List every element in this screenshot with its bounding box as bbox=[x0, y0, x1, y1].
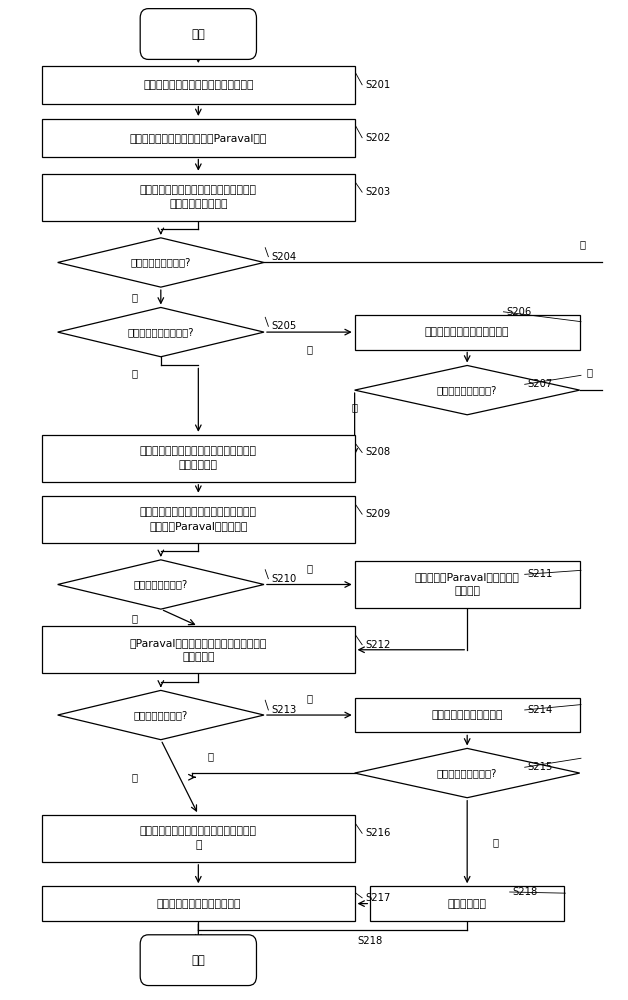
Text: S217: S217 bbox=[365, 893, 391, 903]
Text: 存在帧后处理事件?: 存在帧后处理事件? bbox=[134, 710, 188, 720]
FancyBboxPatch shape bbox=[42, 886, 355, 921]
Polygon shape bbox=[58, 560, 264, 609]
Text: 是: 是 bbox=[208, 751, 214, 761]
Text: 结束: 结束 bbox=[192, 954, 205, 967]
Text: 从第一功能对象中读取发送帧所需参数的
参数描述信息: 从第一功能对象中读取发送帧所需参数的 参数描述信息 bbox=[140, 446, 257, 470]
Polygon shape bbox=[58, 307, 264, 357]
FancyBboxPatch shape bbox=[355, 315, 580, 350]
Polygon shape bbox=[58, 238, 264, 287]
Text: 开始: 开始 bbox=[192, 28, 205, 41]
Text: S206: S206 bbox=[507, 307, 532, 317]
Polygon shape bbox=[58, 690, 264, 740]
Text: 否: 否 bbox=[131, 613, 137, 623]
Text: S216: S216 bbox=[365, 828, 391, 838]
FancyBboxPatch shape bbox=[42, 435, 355, 482]
Text: S202: S202 bbox=[365, 133, 391, 143]
Text: 否: 否 bbox=[131, 368, 137, 378]
Text: S214: S214 bbox=[528, 705, 553, 715]
Text: 对查找到的Paraval对象的数据
进行更新: 对查找到的Paraval对象的数据 进行更新 bbox=[414, 572, 519, 596]
Text: S215: S215 bbox=[528, 762, 553, 772]
Text: 返回错误信息: 返回错误信息 bbox=[448, 899, 487, 909]
Text: S204: S204 bbox=[271, 252, 296, 262]
Text: 存在特殊处理事件?: 存在特殊处理事件? bbox=[134, 579, 188, 589]
FancyBboxPatch shape bbox=[42, 66, 355, 104]
Text: 是: 是 bbox=[352, 402, 357, 412]
Text: 预处理操作执行成功?: 预处理操作执行成功? bbox=[437, 385, 497, 395]
FancyBboxPatch shape bbox=[140, 935, 256, 986]
Text: 是: 是 bbox=[306, 563, 312, 573]
Text: 根据发送帧所需参数映射生成Paraval对象: 根据发送帧所需参数映射生成Paraval对象 bbox=[129, 133, 267, 143]
FancyBboxPatch shape bbox=[42, 174, 355, 221]
FancyBboxPatch shape bbox=[42, 496, 355, 543]
Text: 是: 是 bbox=[306, 693, 312, 703]
Text: 后处理操作执行成功?: 后处理操作执行成功? bbox=[437, 768, 497, 778]
FancyBboxPatch shape bbox=[371, 886, 564, 921]
Text: S208: S208 bbox=[365, 447, 391, 457]
Text: S207: S207 bbox=[528, 379, 553, 389]
Text: S201: S201 bbox=[365, 80, 391, 90]
Text: 从预设的功能码字典中查找与第一功能码
对应的第一功能对象: 从预设的功能码字典中查找与第一功能码 对应的第一功能对象 bbox=[140, 185, 257, 209]
Text: 对发送帧进行后处理操作: 对发送帧进行后处理操作 bbox=[431, 710, 503, 720]
Polygon shape bbox=[355, 365, 580, 415]
Text: 根据从设备基本信息生成发送帧的有效数
据: 根据从设备基本信息生成发送帧的有效数 据 bbox=[140, 826, 257, 850]
Text: 查找到第一功能对象?: 查找到第一功能对象? bbox=[131, 257, 191, 267]
Text: S205: S205 bbox=[271, 321, 297, 331]
Text: S218: S218 bbox=[358, 936, 383, 946]
Polygon shape bbox=[355, 748, 580, 798]
Text: 是: 是 bbox=[306, 344, 312, 354]
FancyBboxPatch shape bbox=[355, 561, 580, 608]
Text: 是: 是 bbox=[131, 292, 137, 302]
Text: 对所述发送帧进行预处理操作: 对所述发送帧进行预处理操作 bbox=[425, 327, 509, 337]
Text: 将发送帧发送至相应的从设备: 将发送帧发送至相应的从设备 bbox=[156, 899, 241, 909]
Text: 否: 否 bbox=[580, 239, 586, 249]
Text: S211: S211 bbox=[528, 569, 553, 579]
Text: 获取第一功能码对应的发送帧所需参数: 获取第一功能码对应的发送帧所需参数 bbox=[143, 80, 254, 90]
FancyBboxPatch shape bbox=[42, 626, 355, 673]
Text: 根据参数描述信息，从第一参数字典中读
取对应的Paraval对象的数据: 根据参数描述信息，从第一参数字典中读 取对应的Paraval对象的数据 bbox=[140, 507, 257, 531]
FancyBboxPatch shape bbox=[140, 9, 256, 59]
Text: S209: S209 bbox=[365, 509, 391, 519]
FancyBboxPatch shape bbox=[355, 698, 580, 732]
FancyBboxPatch shape bbox=[42, 119, 355, 157]
Text: S203: S203 bbox=[365, 187, 391, 197]
Text: S210: S210 bbox=[271, 574, 297, 584]
Text: 将Paraval对象数据放置到发送帧的有效数
据相应位置: 将Paraval对象数据放置到发送帧的有效数 据相应位置 bbox=[129, 638, 267, 662]
Text: 否: 否 bbox=[492, 837, 498, 847]
Text: S213: S213 bbox=[271, 705, 297, 715]
Text: 否: 否 bbox=[131, 772, 137, 782]
Text: 否: 否 bbox=[586, 367, 592, 377]
FancyBboxPatch shape bbox=[42, 815, 355, 862]
Text: S212: S212 bbox=[365, 640, 391, 650]
Text: 存在发送帧预处理事件?: 存在发送帧预处理事件? bbox=[127, 327, 194, 337]
Text: S218: S218 bbox=[513, 887, 538, 897]
